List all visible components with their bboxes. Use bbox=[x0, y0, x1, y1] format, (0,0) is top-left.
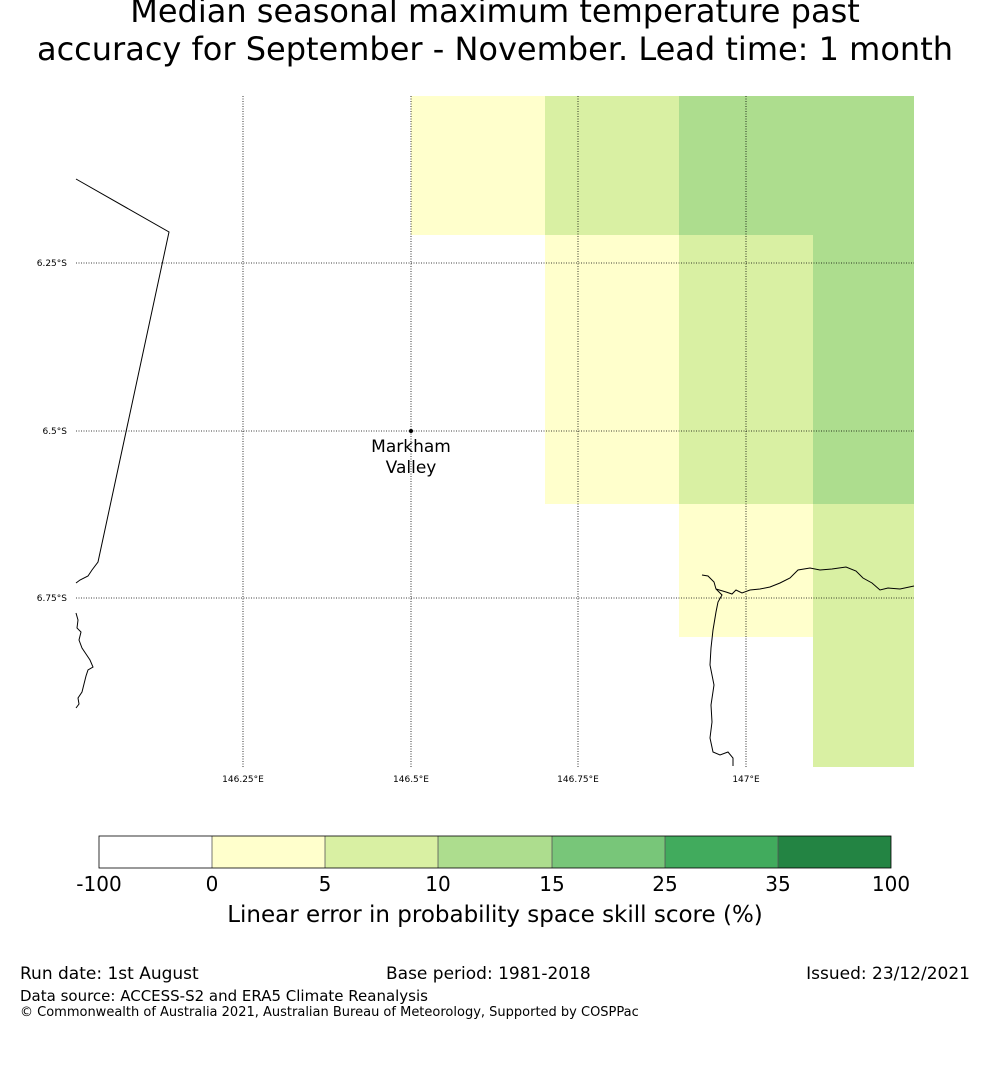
colorbar-segment bbox=[99, 836, 212, 868]
colorbar-segment bbox=[438, 836, 552, 868]
run-date: Run date: 1st August bbox=[20, 964, 199, 984]
lat-label: 6.75°S bbox=[37, 594, 68, 604]
colorbar-tick: -100 bbox=[76, 872, 122, 896]
colorbar-segment bbox=[212, 836, 325, 868]
colorbar-tick: 35 bbox=[765, 872, 791, 896]
colorbar-segment bbox=[778, 836, 891, 868]
colorbar-tick: 100 bbox=[871, 872, 911, 896]
copyright: © Commonwealth of Australia 2021, Austra… bbox=[20, 1005, 639, 1020]
data-source: Data source: ACCESS-S2 and ERA5 Climate … bbox=[20, 987, 428, 1005]
colorbar-tick: 10 bbox=[425, 872, 451, 896]
colorbar-tick: 0 bbox=[205, 872, 219, 896]
title-line-2: accuracy for September - November. Lead … bbox=[36, 30, 954, 68]
colorbar bbox=[98, 835, 892, 869]
lon-label: 146.75°E bbox=[557, 775, 599, 785]
lon-label: 147°E bbox=[732, 775, 760, 785]
colorbar-segment bbox=[552, 836, 665, 868]
colorbar-tick: 25 bbox=[652, 872, 678, 896]
lon-label: 146.5°E bbox=[393, 775, 429, 785]
cell bbox=[813, 235, 914, 504]
coastlines bbox=[75, 178, 915, 766]
cell bbox=[813, 504, 914, 767]
lat-label: 6.5°S bbox=[42, 427, 67, 437]
cell bbox=[411, 96, 545, 235]
base-period: Base period: 1981-2018 bbox=[386, 964, 591, 984]
lat-label: 6.25°S bbox=[37, 259, 68, 269]
map-title: Median seasonal maximum temperature past… bbox=[0, 0, 990, 68]
place-label-line-2: Valley bbox=[386, 458, 437, 478]
place-label-line-1: Markham bbox=[371, 437, 451, 457]
cell bbox=[545, 235, 679, 504]
title-line-1: Median seasonal maximum temperature past bbox=[130, 0, 860, 30]
colorbar-segment bbox=[665, 836, 778, 868]
colorbar-segment bbox=[325, 836, 438, 868]
skill-cells bbox=[411, 96, 914, 767]
colorbar-tick: 5 bbox=[318, 872, 332, 896]
issued-date: Issued: 23/12/2021 bbox=[806, 964, 970, 984]
location-dot bbox=[409, 429, 413, 433]
lon-label: 146.25°E bbox=[222, 775, 264, 785]
cell bbox=[679, 96, 914, 235]
colorbar-title: Linear error in probability space skill … bbox=[227, 902, 763, 928]
colorbar-tick: 15 bbox=[539, 872, 565, 896]
cell bbox=[545, 96, 679, 235]
